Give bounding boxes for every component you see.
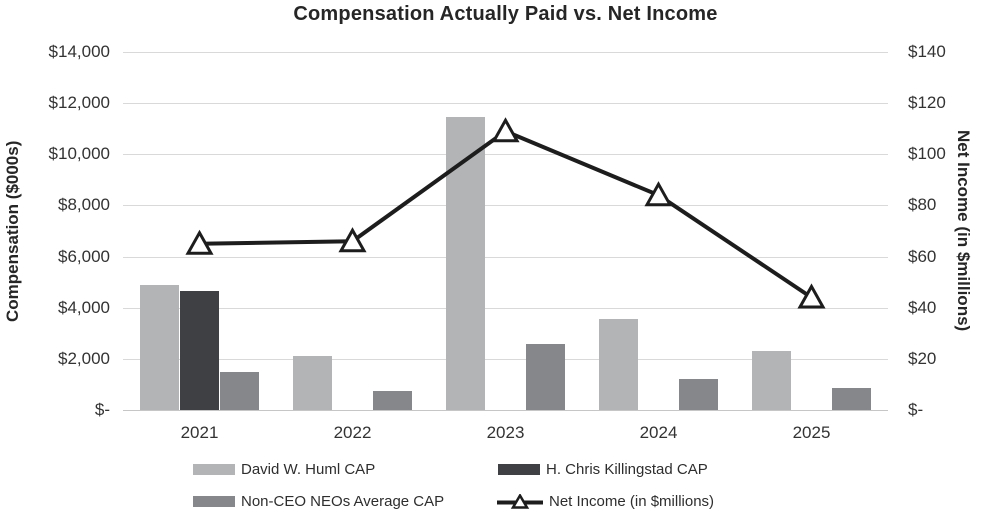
plot-area (123, 52, 888, 411)
nonceo-cap-swatch (193, 496, 235, 507)
gridline (123, 52, 888, 53)
legend-label: Non-CEO NEOs Average CAP (241, 493, 445, 510)
bar-2021-series0 (140, 284, 179, 410)
bar-2022-series0 (293, 356, 332, 410)
right-axis-tick: $- (908, 400, 924, 419)
gridline (123, 307, 888, 309)
chart-title: Compensation Actually Paid vs. Net Incom… (293, 3, 718, 25)
legend-item-huml-cap: David W. Huml CAP (193, 461, 375, 478)
bar-2025-series2 (832, 388, 871, 410)
legend-label: David W. Huml CAP (241, 461, 376, 478)
net-income-marker-2021 (185, 229, 214, 255)
x-axis-tick-2025: 2025 (792, 423, 831, 442)
right-axis-tick: $100 (908, 144, 946, 164)
net-income-marker-2024 (644, 181, 673, 207)
bar-2024-series2 (679, 379, 718, 410)
left-axis-tick: $- (94, 400, 110, 419)
legend-item-nonceo-cap: Non-CEO NEOs Average CAP (193, 493, 444, 510)
right-axis-tick-labels: $140 $120 $100 $80 $60 $40 $20 $- (908, 42, 986, 419)
left-axis-tick: $12,000 (48, 93, 110, 113)
right-axis-tick: $40 (908, 297, 937, 317)
huml-cap-swatch (193, 464, 235, 475)
right-axis-tick: $120 (908, 93, 946, 113)
bar-2021-series1 (180, 291, 219, 410)
bar-2021-series2 (220, 371, 259, 410)
legend-label: Net Income (in $millions) (549, 493, 715, 510)
x-axis-tick-2022: 2022 (333, 423, 372, 442)
net-income-marker-2023 (491, 117, 520, 143)
left-axis-tick: $14,000 (48, 42, 110, 61)
bar-2024-series0 (599, 319, 638, 410)
left-axis-tick: $2,000 (58, 348, 110, 368)
legend-item-net-income: Net Income (in $millions) (497, 492, 715, 510)
gridline (123, 154, 888, 156)
line-triangle-glyph (497, 492, 543, 509)
x-axis-tick-2024: 2024 (639, 423, 678, 442)
x-axis-tick-labels: 2021 2022 2023 2024 2025 (123, 421, 888, 443)
x-axis-tick-2023: 2023 (486, 423, 525, 442)
bar-2025-series0 (752, 351, 791, 410)
gridline (123, 358, 888, 360)
legend-label: H. Chris Killingstad CAP (546, 461, 708, 478)
net-income-line-layer (185, 117, 826, 309)
x-axis-tick-2021: 2021 (180, 423, 219, 442)
right-axis-tick: $60 (908, 246, 937, 266)
left-axis-tick: $10,000 (48, 144, 110, 164)
killingstad-cap-swatch (498, 464, 540, 475)
bar-2023-series0 (446, 117, 485, 410)
left-axis-tick: $8,000 (58, 195, 110, 215)
left-axis-tick: $4,000 (58, 297, 110, 317)
net-income-line (199, 129, 813, 300)
bar-2022-series2 (373, 390, 412, 410)
legend-item-killingstad-cap: H. Chris Killingstad CAP (498, 461, 708, 478)
gridline (123, 256, 888, 258)
right-axis-tick: $80 (908, 195, 937, 215)
right-axis-tick: $140 (908, 42, 946, 61)
right-axis-title: Net Income (in $millions) (954, 130, 973, 332)
net-income-marker-2025 (797, 283, 826, 309)
gridline (123, 103, 888, 105)
left-axis-tick: $6,000 (58, 246, 110, 266)
net-income-line-triangle-icon (497, 492, 543, 510)
bar-2023-series2 (526, 343, 565, 410)
gridline (123, 205, 888, 207)
x-axis-line (123, 410, 888, 411)
left-axis-tick-labels: $14,000 $12,000 $10,000 $8,000 $6,000 $4,000 $… (0, 42, 112, 419)
net-income-marker-2022 (338, 227, 367, 253)
right-axis-tick: $20 (908, 348, 937, 368)
